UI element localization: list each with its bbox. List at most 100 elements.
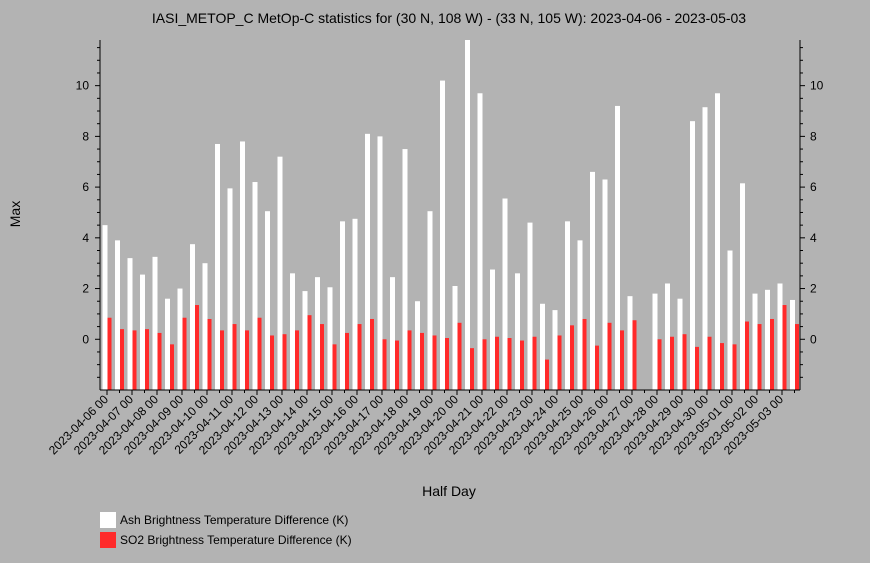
so2-bar: [170, 344, 174, 390]
ash-bar: [565, 221, 570, 390]
ash-bar: [490, 269, 495, 390]
ash-bar: [415, 301, 420, 390]
so2-bar: [520, 340, 524, 390]
y-tick-label-right: 10: [810, 79, 824, 93]
y-axis-label: Max: [7, 201, 23, 227]
ash-bar: [302, 291, 308, 390]
so2-bar: [770, 318, 774, 390]
legend-swatch-so2: [100, 532, 116, 548]
so2-bar: [557, 335, 562, 390]
y-tick-label-right: 0: [810, 332, 817, 346]
so2-bar: [632, 320, 637, 390]
so2-bar: [307, 315, 312, 390]
axes-layer: 0 0 2 2 4 4 6 6 8 8 10 10: [76, 40, 824, 391]
ash-bar: [102, 225, 108, 390]
y-tick-label: 6: [82, 180, 89, 194]
ash-bar: [377, 136, 383, 390]
so2-bar: [257, 317, 262, 390]
so2-bar: [395, 340, 399, 390]
ash-bar: [652, 293, 658, 390]
ash-bar: [227, 188, 233, 390]
so2-bar: [470, 348, 474, 390]
ash-bar: [702, 107, 708, 391]
so2-bar: [757, 324, 762, 390]
ash-bar: [590, 171, 595, 390]
ash-bar: [740, 183, 745, 390]
so2-bar: [795, 324, 799, 390]
ash-bar: [527, 222, 533, 390]
so2-bar: [545, 359, 549, 390]
y-tick-label: 10: [76, 79, 90, 93]
y-tick-label-right: 2: [810, 282, 817, 296]
ash-bar: [552, 310, 558, 390]
ash-bar: [402, 149, 408, 390]
so2-bar: [445, 338, 449, 390]
ash-bar: [140, 274, 145, 390]
so2-bar: [245, 330, 249, 390]
ash-bar: [190, 244, 195, 390]
so2-bar: [157, 332, 162, 390]
legend: Ash Brightness Temperature Difference (K…: [100, 512, 352, 548]
so2-bar: [182, 317, 187, 390]
ash-bar: [327, 287, 333, 390]
y-tick-label: 4: [82, 231, 89, 245]
chart-title: IASI_METOP_C MetOp-C statistics for (30 …: [152, 10, 746, 26]
legend-label-so2: SO2 Brightness Temperature Difference (K…: [120, 533, 352, 547]
so2-bar: [532, 336, 537, 390]
y-tick-label-right: 6: [810, 180, 817, 194]
so2-bar: [282, 334, 287, 390]
ash-bar: [427, 211, 433, 390]
so2-bar: [695, 346, 699, 390]
so2-bar: [232, 324, 237, 390]
ash-bar: [265, 211, 270, 390]
ash-bar: [202, 263, 208, 390]
y-tick-label-right: 8: [810, 129, 817, 143]
ash-bar: [340, 221, 345, 390]
ash-bar: [290, 273, 295, 390]
ash-bar: [727, 250, 733, 390]
ash-bar: [690, 121, 695, 390]
so2-bar: [682, 334, 687, 390]
ash-bar: [602, 179, 608, 390]
so2-bar: [782, 305, 787, 390]
ash-bar: [277, 156, 283, 390]
ash-bar: [240, 141, 245, 390]
y-tick-label: 8: [82, 129, 89, 143]
so2-bar: [720, 343, 724, 390]
so2-bar: [357, 324, 362, 390]
so2-bar: [320, 324, 324, 390]
y-tick-label: 2: [82, 282, 89, 296]
so2-bar: [457, 322, 462, 390]
so2-bar: [132, 330, 137, 390]
ash-bar: [452, 286, 458, 390]
so2-bar: [407, 330, 412, 390]
ash-bar: [127, 258, 133, 390]
so2-bar: [295, 330, 299, 390]
ash-bar: [765, 289, 770, 390]
ash-bar: [215, 143, 220, 390]
so2-bar: [657, 339, 662, 390]
so2-bar: [582, 318, 587, 390]
ash-bar: [477, 93, 483, 390]
ash-bar: [465, 40, 470, 390]
ash-bar: [165, 298, 170, 390]
so2-bar: [207, 318, 212, 390]
ash-bar: [665, 283, 670, 390]
ash-bar: [577, 240, 583, 390]
so2-bar: [270, 335, 274, 390]
ash-bar: [365, 133, 370, 390]
ash-bar: [177, 288, 183, 390]
ash-bar: [115, 240, 120, 390]
ash-bar: [790, 299, 795, 390]
so2-bar: [370, 318, 374, 390]
ash-bar: [627, 296, 633, 390]
so2-bar: [495, 336, 499, 390]
ash-bar: [390, 277, 395, 390]
so2-bar: [745, 321, 749, 390]
so2-bar: [345, 332, 349, 390]
so2-bar: [382, 339, 387, 390]
ash-bar: [752, 293, 758, 390]
ash-bar: [440, 80, 445, 390]
